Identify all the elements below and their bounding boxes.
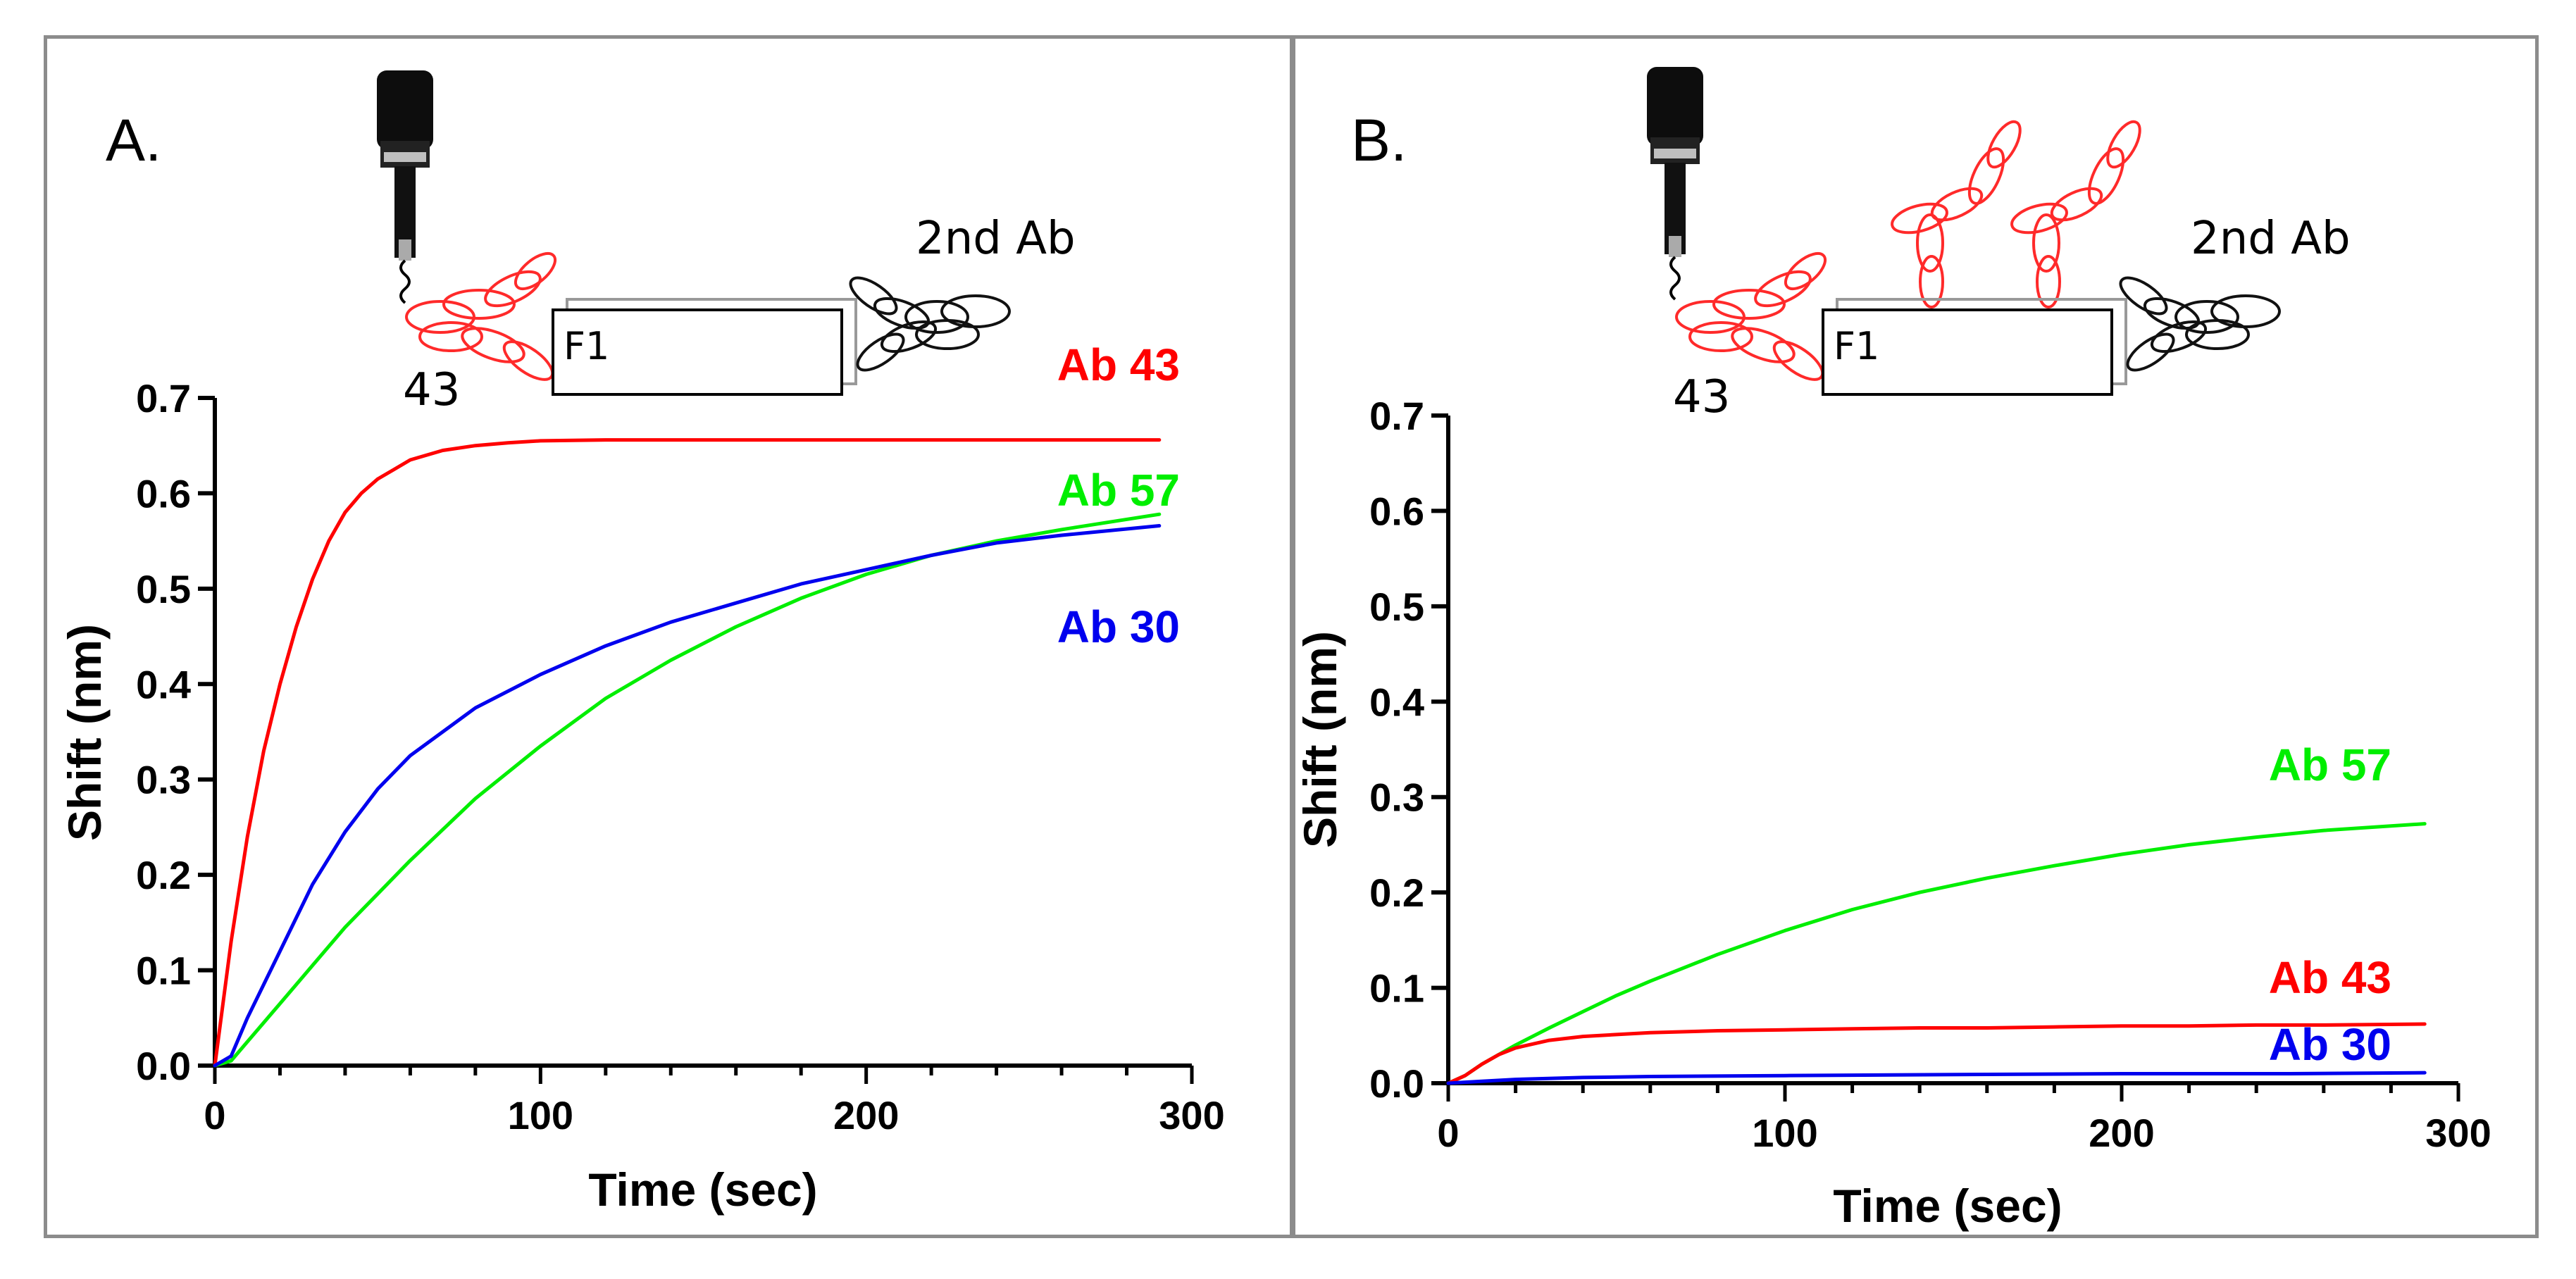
series-line-ab30 <box>1446 1071 2427 1085</box>
sensor-probe-icon <box>377 70 433 304</box>
series-line-ab43 <box>1446 1022 2427 1085</box>
y-tick-group: 0.0 0.1 0.2 0.3 0.4 0.5 0.6 0.7 <box>1369 394 1448 1106</box>
sensor-probe-icon <box>1647 67 1703 301</box>
y-axis-title: Shift (nm) <box>1294 631 1346 848</box>
series-line-ab30 <box>213 524 1162 1068</box>
series-line-ab57 <box>213 512 1162 1068</box>
x-tick-label: 200 <box>833 1093 899 1137</box>
panel-a: A. <box>58 70 1225 1216</box>
panel-b-diagram: F1 2nd Ab 43 <box>1647 67 2351 423</box>
x-tick-label: 300 <box>1159 1093 1224 1137</box>
y-tick-label: 0.2 <box>1369 871 1424 915</box>
f1-construct-box: F1 <box>552 298 857 396</box>
series-label-ab30: Ab 30 <box>1057 601 1180 652</box>
series-label-ab43: Ab 43 <box>1057 339 1180 390</box>
y-tick-label: 0.7 <box>1369 394 1424 438</box>
series-label-ab57: Ab 57 <box>2269 740 2391 790</box>
y-tick-group: 0.0 0.1 0.2 0.3 0.4 0.5 0.6 0.7 <box>136 376 215 1088</box>
series-group <box>213 438 1162 1068</box>
series-label-ab30: Ab 30 <box>2269 1019 2391 1070</box>
y-tick-label: 0.1 <box>1369 966 1424 1011</box>
bound-antibody-icon <box>2010 120 2141 308</box>
second-antibody-icon <box>849 276 1011 372</box>
y-tick-label: 0.3 <box>136 758 191 802</box>
f1-box-label: F1 <box>564 324 609 368</box>
y-tick-label: 0.0 <box>136 1044 191 1088</box>
f1-construct-box: F1 <box>1822 298 2127 396</box>
series-line-ab57 <box>1446 822 2427 1085</box>
y-tick-label: 0.3 <box>1369 775 1424 820</box>
antibody-43-label: 43 <box>403 364 460 416</box>
y-tick-label: 0.5 <box>1369 585 1424 629</box>
panel-b-frame <box>1292 35 2539 1238</box>
x-tick-label: 100 <box>508 1093 573 1137</box>
x-tick-label: 0 <box>1437 1111 1459 1155</box>
y-tick-label: 0.5 <box>136 567 191 611</box>
f1-box-label: F1 <box>1834 324 1879 368</box>
chart-b: 0.0 0.1 0.2 0.3 0.4 0.5 0.6 0.7 0 100 200 300 Shif… <box>1294 394 2491 1232</box>
y-tick-label: 0.2 <box>136 853 191 897</box>
series-label-ab57: Ab 57 <box>1057 465 1180 516</box>
series-line-ab43 <box>213 438 1162 1068</box>
y-tick-label: 0.1 <box>136 949 191 993</box>
series-group <box>1446 822 2427 1085</box>
x-tick-label: 300 <box>2425 1111 2491 1155</box>
antibody-43-icon <box>405 251 557 381</box>
x-axis-title: Time (sec) <box>1833 1180 2062 1232</box>
x-tick-group: 0 100 200 300 <box>1437 1083 2491 1155</box>
chart-a: 0.0 0.1 0.2 0.3 0.4 0.5 0.6 0.7 0 100 200 300 Shif… <box>58 339 1225 1216</box>
x-tick-group: 0 100 200 300 <box>204 1066 1225 1137</box>
y-tick-label: 0.0 <box>1369 1061 1424 1106</box>
second-antibody-icon <box>2119 276 2281 372</box>
series-label-ab43: Ab 43 <box>2269 952 2391 1003</box>
second-ab-label: 2nd Ab <box>2191 213 2351 265</box>
panel-b-letter: B. <box>1351 107 1407 173</box>
second-ab-label: 2nd Ab <box>916 213 1076 265</box>
antibody-43-label: 43 <box>1673 371 1730 423</box>
y-tick-label: 0.6 <box>1369 489 1424 533</box>
panel-b: B. <box>1294 67 2491 1232</box>
x-tick-label: 0 <box>204 1093 225 1137</box>
y-tick-label: 0.4 <box>1369 680 1424 724</box>
panel-a-letter: A. <box>106 107 161 173</box>
x-tick-label: 200 <box>2089 1111 2154 1155</box>
panel-a-diagram: F1 2nd Ab 43 <box>377 70 1076 416</box>
y-tick-label: 0.4 <box>136 662 191 706</box>
x-tick-label: 100 <box>1752 1111 1817 1155</box>
y-tick-label: 0.7 <box>136 376 191 420</box>
y-axis-title: Shift (nm) <box>58 624 111 841</box>
antibody-43-icon <box>1675 251 1827 381</box>
y-tick-label: 0.6 <box>136 471 191 516</box>
x-axis-title: Time (sec) <box>588 1163 817 1216</box>
bound-antibody-icon <box>1891 120 2022 308</box>
